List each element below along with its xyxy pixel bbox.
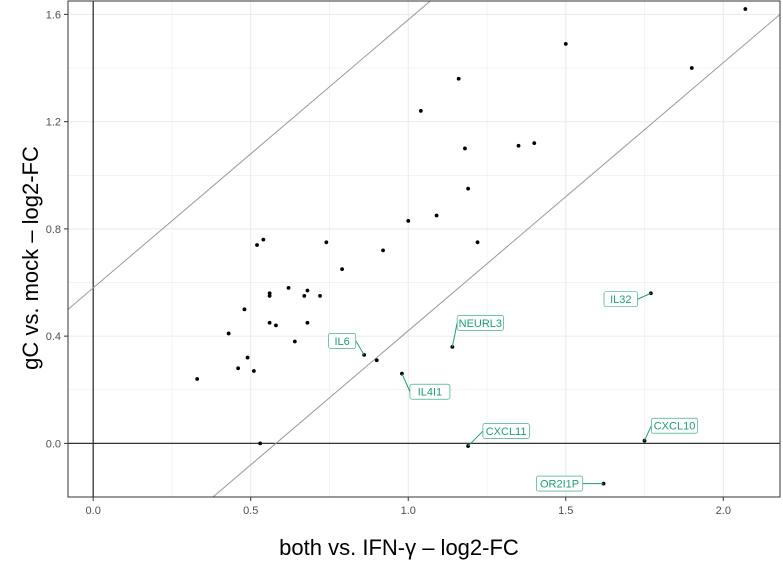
data-point [434,213,439,218]
label-text: IL6 [334,336,349,348]
x-axis-title: both vs. IFN-γ – log2-FC [279,535,519,560]
point-label: IL32 [603,291,652,308]
y-axis-ticks: 0.0 0.4 0.8 1.2 1.6 [46,9,68,450]
data-point [242,307,247,312]
data-point [292,339,297,344]
data-point [258,441,263,446]
x-tick-label: 1.0 [401,505,416,517]
y-tick-label: 0.8 [46,224,61,236]
labeled-data-point [642,438,647,443]
data-point [305,288,310,293]
point-labels: IL6 IL4I1 NEURL3 IL32 CXCL11 CXCL10 OR2I1P [328,291,699,492]
point-label: CXCL10 [644,417,699,441]
data-point [274,323,278,328]
data-point [475,240,480,245]
data-point [418,109,423,113]
panel-border [67,0,781,498]
point-label: CXCL11 [467,423,530,447]
y-tick-label: 1.6 [46,9,61,21]
data-point [318,294,322,298]
data-point [251,369,256,373]
panel-background [68,1,780,497]
data-point [532,141,537,145]
label-leader-line [355,340,365,356]
label-box [482,423,530,439]
x-tick-label: 0.5 [243,505,258,517]
y-tick-label: 0.4 [46,331,61,343]
data-point [267,320,272,325]
diagonal-reference-line [67,0,431,310]
label-text: NEURL3 [459,318,502,330]
data-point [563,41,568,46]
label-text: IL4I1 [418,387,442,399]
label-text: CXCL10 [654,421,696,433]
label-box [603,291,638,308]
label-leader-line [451,322,458,347]
data-point [261,237,266,242]
label-box [536,475,584,492]
data-point [466,186,471,191]
point-label: IL6 [328,333,365,356]
data-point [324,240,329,245]
data-point [743,7,748,11]
y-axis-title: gC vs. mock – log2-FC [18,146,43,370]
x-tick-label: 0.0 [86,505,101,517]
data-point [245,355,250,360]
label-text: OR2I1P [540,479,579,491]
label-box [409,383,451,400]
data-point [689,66,694,70]
data-point [267,291,272,296]
data-point [226,331,231,336]
data-point [305,320,310,325]
data-point [236,366,241,371]
label-box [456,315,504,331]
label-text: CXCL11 [486,426,527,438]
data-point [302,294,307,298]
label-leader-line [644,425,652,441]
label-box [651,417,699,434]
x-tick-label: 1.5 [558,505,573,517]
data-point [267,294,272,298]
data-point [381,248,385,253]
reference-lines [67,0,781,498]
data-point [255,243,259,247]
data-point [340,267,344,272]
label-text: IL32 [610,294,631,306]
y-tick-label: 0.0 [46,438,61,450]
y-tick-label: 1.2 [46,117,61,129]
data-point [406,218,411,223]
data-point [195,377,200,381]
data-point [516,143,521,148]
data-points [195,7,748,486]
point-label: OR2I1P [536,475,604,492]
label-leader-line [467,430,484,447]
diagonal-reference-line [212,14,781,498]
x-axis-ticks: 0.0 0.5 1.0 1.5 2.0 [86,497,731,517]
point-label: IL4I1 [401,373,451,400]
labeled-data-point [374,358,379,363]
data-point [456,76,461,81]
label-leader-line [637,292,652,300]
data-point [463,146,467,151]
label-box [328,333,357,349]
x-tick-label: 2.0 [716,505,731,517]
point-label: NEURL3 [451,315,504,347]
grid-lines [68,1,780,497]
data-point [286,285,291,290]
label-leader-line [401,373,411,392]
